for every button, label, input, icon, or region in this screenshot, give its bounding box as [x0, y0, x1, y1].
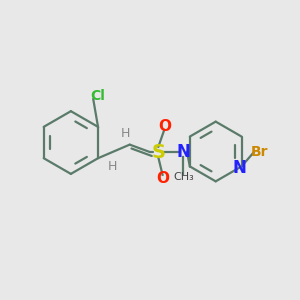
Text: CH₃: CH₃ [173, 172, 194, 182]
Text: H: H [121, 127, 130, 140]
Text: N: N [232, 159, 247, 177]
Text: N: N [176, 143, 190, 161]
Text: O: O [158, 118, 171, 134]
Text: H: H [108, 160, 117, 173]
Text: Cl: Cl [90, 89, 105, 103]
Text: S: S [152, 142, 165, 162]
Text: Br: Br [251, 145, 268, 159]
Text: O: O [156, 171, 169, 186]
